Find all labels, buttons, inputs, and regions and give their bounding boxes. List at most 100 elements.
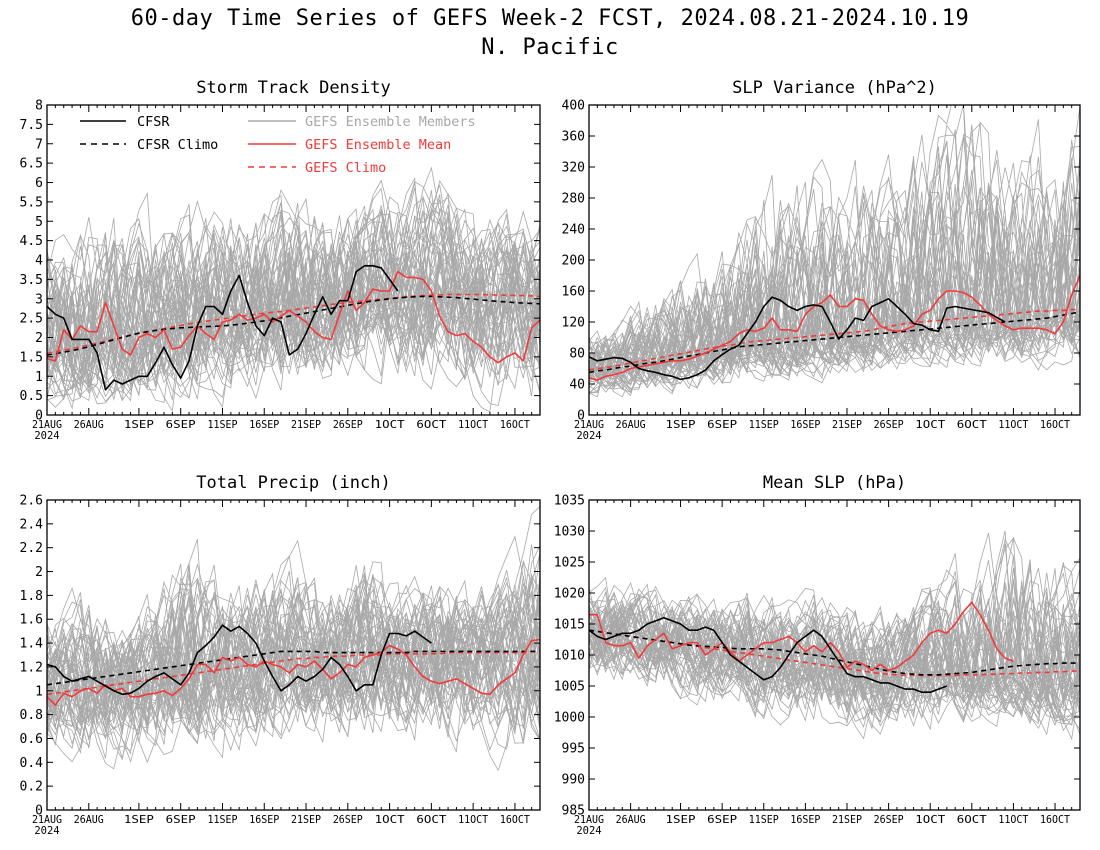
- y-tick-label: 6: [35, 176, 43, 191]
- cfsr-climo-line: [47, 295, 540, 356]
- gefs-member-line: [47, 217, 540, 390]
- cfsr-climo-line: [589, 629, 1080, 676]
- gefs-member-line: [47, 544, 540, 738]
- x-tick-label: 6SEP: [166, 814, 196, 826]
- chart-panel-4: Mean SLP (hPa) 985 990 995 1000 1005 1010 1015 1…: [554, 473, 1081, 837]
- chart-panel-3: Total Precip (inch) 0 0.2 0.4 0.6 0.8 1 1.2 1.4 1…: [20, 473, 541, 837]
- gefs-member-line: [47, 181, 540, 400]
- plot-area: [47, 506, 540, 772]
- panel-title: Storm Track Density: [196, 78, 390, 98]
- x-year-label: 2024: [34, 825, 59, 837]
- x-tick-label: 6SEP: [166, 419, 196, 431]
- y-tick-label: 2.4: [20, 517, 44, 532]
- x-tick-label: 6OCT: [957, 419, 988, 431]
- cfsr-line: [47, 264, 399, 391]
- gefs-climo-line: [589, 308, 1080, 371]
- x-tick-label: 21AUG: [574, 814, 604, 826]
- y-tick-label: 1.2: [20, 660, 43, 675]
- gefs-member-line: [47, 224, 540, 393]
- y-tick-label: 2: [35, 331, 43, 346]
- gefs-member-line: [589, 209, 1080, 384]
- x-year-label: 2024: [576, 430, 601, 442]
- x-tick-label: 16SEP: [249, 419, 279, 431]
- y-tick-label: 40: [569, 378, 585, 393]
- legend-cfsr-label: CFSR: [137, 114, 170, 130]
- gefs-member-line: [589, 565, 1080, 727]
- gefs-member-line: [47, 219, 540, 382]
- gefs-member-line: [47, 607, 540, 752]
- gefs-member-line: [47, 179, 540, 398]
- main-title-line2: N. Pacific: [481, 35, 619, 60]
- y-tick-label: 0.5: [20, 389, 43, 404]
- y-tick-label: 0.6: [20, 732, 43, 747]
- x-tick-label: 16SEP: [249, 814, 279, 826]
- y-tick-label: 3.5: [20, 273, 43, 288]
- x-tick-label: 1OCT: [915, 419, 946, 431]
- gefs-member-line: [589, 578, 1080, 706]
- gefs-member-line: [589, 176, 1080, 389]
- y-tick-label: 1.8: [20, 589, 43, 604]
- gefs-member-line: [47, 205, 540, 388]
- plot-area: [589, 530, 1080, 741]
- gefs-member-line: [47, 591, 540, 741]
- x-tick-label: 1OCT: [375, 814, 406, 826]
- gefs-member-line: [47, 587, 540, 737]
- y-tick-label: 2.2: [20, 541, 43, 556]
- y-tick-label: 1.4: [20, 637, 44, 652]
- gefs-member-line: [589, 591, 1080, 716]
- x-tick-label: 26SEP: [874, 419, 904, 431]
- gefs-member-line: [589, 159, 1080, 381]
- y-tick-label: 1005: [554, 680, 585, 695]
- x-year-label: 2024: [576, 825, 601, 837]
- y-tick-label: 0.8: [20, 708, 43, 723]
- gefs-member-line: [47, 583, 540, 744]
- gefs-member-line: [589, 198, 1080, 375]
- x-tick-label: 21SEP: [832, 814, 862, 826]
- x-tick-label: 11SEP: [749, 419, 779, 431]
- x-tick-label: 26SEP: [333, 419, 363, 431]
- x-tick-label: 6OCT: [416, 814, 447, 826]
- x-tick-label: 16OCT: [1040, 419, 1071, 431]
- gefs-member-line: [47, 218, 540, 374]
- gefs-mean-line: [589, 601, 1014, 672]
- y-tick-label: 0: [577, 409, 585, 424]
- y-tick-label: 280: [562, 192, 585, 207]
- x-tick-label: 11SEP: [749, 814, 779, 826]
- y-tick-label: 995: [562, 742, 585, 757]
- gefs-mean-line: [47, 638, 540, 706]
- y-tick-label: 5: [35, 215, 43, 230]
- y-tick-label: 2.5: [20, 312, 43, 327]
- gefs-member-line: [47, 210, 540, 394]
- gefs-member-line: [47, 555, 540, 761]
- gefs-member-line: [589, 133, 1080, 393]
- y-tick-label: 1020: [554, 587, 585, 602]
- gefs-member-line: [589, 188, 1080, 390]
- x-tick-label: 6SEP: [707, 814, 737, 826]
- x-tick-label: 6SEP: [707, 419, 737, 431]
- x-tick-label: 16OCT: [500, 419, 531, 431]
- legend-gefs-members-label: GEFS Ensemble Members: [305, 114, 476, 130]
- gefs-member-line: [47, 570, 540, 759]
- gefs-member-line: [589, 169, 1080, 377]
- gefs-member-line: [47, 202, 540, 375]
- gefs-member-line: [589, 105, 1080, 375]
- gefs-member-line: [589, 166, 1080, 370]
- gefs-member-line: [589, 609, 1080, 694]
- y-tick-label: 400: [562, 99, 585, 114]
- gefs-member-line: [47, 577, 540, 737]
- x-tick-label: 11SEP: [207, 814, 237, 826]
- x-tick-label: 1SEP: [124, 419, 154, 431]
- x-tick-label: 16OCT: [1040, 814, 1071, 826]
- y-tick-label: 1: [35, 684, 43, 699]
- x-tick-label: 26AUG: [74, 814, 104, 826]
- y-tick-label: 4: [35, 254, 43, 269]
- legend-gefs-climo-label: GEFS Climo: [305, 160, 386, 176]
- x-tick-label: 21SEP: [291, 419, 321, 431]
- x-tick-label: 16SEP: [790, 814, 820, 826]
- gefs-member-line: [589, 568, 1080, 718]
- gefs-member-line: [47, 197, 540, 396]
- x-tick-label: 16OCT: [500, 814, 531, 826]
- x-tick-label: 11OCT: [458, 814, 489, 826]
- x-tick-label: 16SEP: [790, 419, 820, 431]
